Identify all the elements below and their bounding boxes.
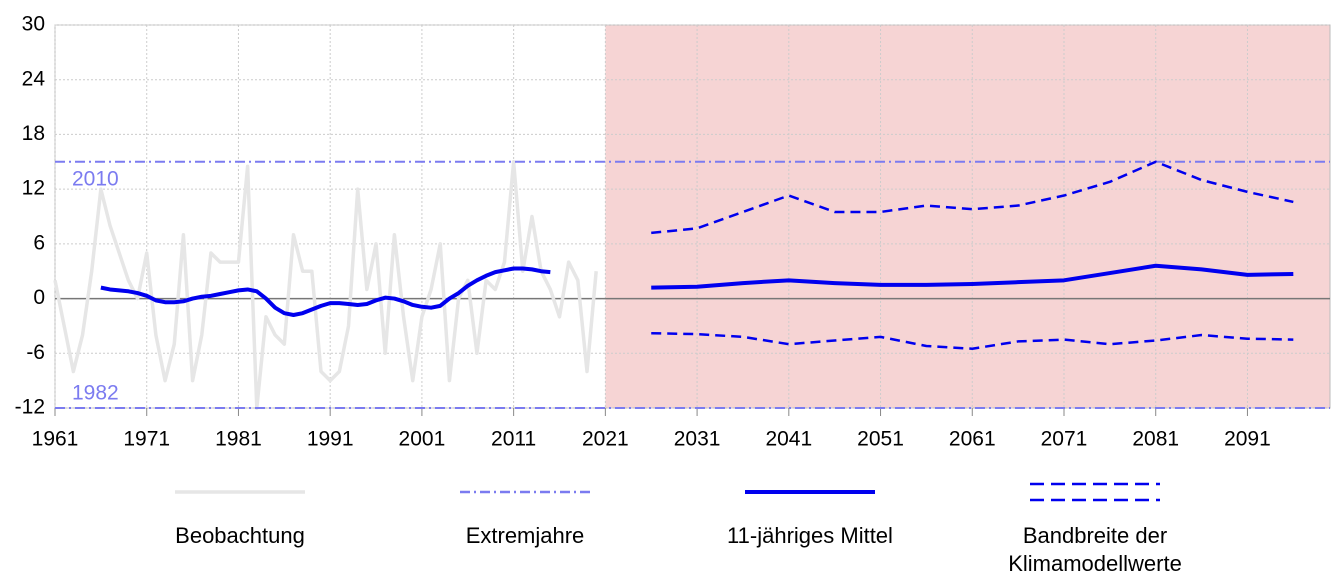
- y-tick-label: 24: [22, 67, 46, 90]
- x-tick-label: 2081: [1132, 428, 1179, 451]
- y-tick-label: 30: [22, 13, 45, 36]
- legend-item: 11-jähriges Mittel: [725, 470, 895, 550]
- legend-label: 11-jähriges Mittel: [727, 523, 893, 548]
- x-tick-label: 2051: [857, 428, 904, 451]
- x-tick-label: 2021: [582, 428, 629, 451]
- x-tick-label: 1991: [307, 428, 354, 451]
- legend-label: Bandbreite der Klimamodellwerte: [1008, 523, 1182, 576]
- y-tick-label: 12: [22, 177, 45, 200]
- series-line: [651, 331, 1294, 350]
- legend: Beobachtung Extremjahre 11-jähriges Mittel…: [0, 470, 1332, 576]
- legend-item: Extremjahre: [395, 470, 655, 550]
- y-tick-label: 6: [33, 231, 45, 254]
- legend-swatch: [175, 490, 305, 494]
- x-tick-label: 2071: [1041, 428, 1088, 451]
- legend-swatch: [745, 490, 875, 494]
- x-tick-label: 2001: [399, 428, 446, 451]
- x-tick-label: 2041: [765, 428, 812, 451]
- x-tick-label: 1961: [32, 428, 79, 451]
- x-tick-label: 2091: [1224, 428, 1271, 451]
- y-tick-label: 18: [22, 122, 45, 145]
- projection-shade: [605, 25, 1330, 408]
- extreme-label: 2010: [72, 167, 119, 190]
- x-tick-label: 2031: [674, 428, 721, 451]
- series-line: [651, 263, 1294, 290]
- legend-label: Extremjahre: [465, 523, 585, 548]
- legend-item: Bandbreite der Klimamodellwerte: [970, 470, 1220, 578]
- chart: 30 24 18 12 6 0 -6 -12 1961 1971 1981 1991 2001 2011 2…: [15, 13, 1331, 451]
- y-tick-label: -6: [26, 341, 45, 364]
- legend-swatch: [1030, 482, 1160, 502]
- y-tick-label: -12: [15, 396, 45, 419]
- legend-swatch: [460, 490, 590, 494]
- series-line: [100, 266, 551, 317]
- x-tick-label: 1971: [123, 428, 170, 451]
- x-tick-label: 1981: [215, 428, 262, 451]
- y-tick-label: 0: [33, 286, 45, 309]
- x-tick-label: 2011: [491, 428, 536, 451]
- legend-label: Beobachtung: [175, 523, 305, 548]
- legend-item: Beobachtung: [110, 470, 370, 550]
- x-tick-label: 2061: [949, 428, 996, 451]
- extreme-label: 1982: [72, 382, 119, 405]
- series-line: [53, 160, 598, 410]
